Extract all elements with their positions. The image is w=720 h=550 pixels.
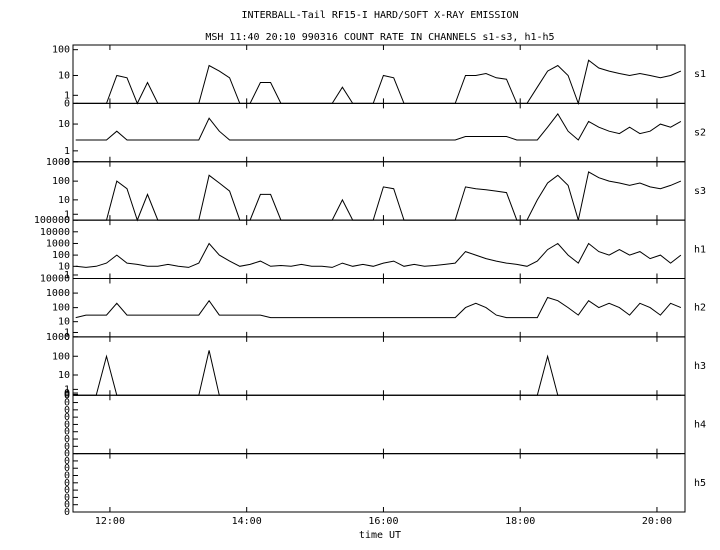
- y-tick-label: 0: [64, 463, 70, 474]
- y-tick-label: 1: [64, 384, 70, 395]
- y-tick-label: 0: [64, 419, 70, 430]
- y-tick-label: 0: [64, 398, 70, 409]
- x-tick-label: 16:00: [368, 516, 398, 527]
- y-tick-label: 0: [64, 456, 70, 467]
- y-tick-label: 0: [64, 332, 70, 343]
- y-tick-label: 100000: [34, 215, 70, 226]
- y-tick-label: 10: [58, 119, 70, 130]
- y-tick-label: 100: [52, 176, 70, 187]
- y-tick-label: 10: [58, 261, 70, 272]
- y-tick-label: 100: [52, 250, 70, 261]
- y-tick-label: 0: [64, 449, 70, 460]
- y-tick-label: 1000: [46, 238, 70, 249]
- y-tick-label: 10000: [40, 227, 70, 238]
- panel-label: h5: [694, 478, 706, 489]
- x-tick-label: 12:00: [95, 516, 125, 527]
- y-tick-label: 0: [64, 471, 70, 482]
- x-tick-label: 20:00: [642, 516, 672, 527]
- y-tick-label: 0: [64, 157, 70, 168]
- y-tick-label: 100: [52, 45, 70, 56]
- panel-label: s1: [694, 69, 706, 80]
- chart-title: INTERBALL-Tail RF15-I HARD/SOFT X-RAY EM…: [242, 10, 519, 21]
- x-axis-label: time UT: [359, 530, 401, 541]
- y-tick-label: 10: [58, 370, 70, 381]
- y-tick-label: 1: [64, 209, 70, 220]
- series-line: [75, 242, 682, 268]
- panel-label: h3: [694, 361, 706, 372]
- y-tick-label: 1000: [46, 332, 70, 343]
- y-tick-label: 10000: [40, 274, 70, 285]
- panel-label: s2: [694, 128, 706, 139]
- y-tick-label: 1000: [46, 157, 70, 168]
- y-tick-label: 100: [52, 351, 70, 362]
- y-tick-label: 0: [64, 507, 70, 518]
- x-tick-label: 14:00: [232, 516, 262, 527]
- panel-label: h2: [694, 303, 706, 314]
- y-tick-label: 1000: [46, 288, 70, 299]
- y-tick-label: 0: [64, 390, 70, 401]
- series-line: [75, 296, 682, 319]
- y-tick-label: 100: [52, 303, 70, 314]
- y-tick-label: 0: [64, 427, 70, 438]
- series-line: [75, 113, 682, 141]
- y-tick-label: 0: [64, 434, 70, 445]
- y-tick-label: 0: [64, 215, 70, 226]
- panel-label: h4: [694, 419, 706, 430]
- y-tick-label: 10: [58, 317, 70, 328]
- panel-label: s3: [694, 186, 706, 197]
- y-tick-label: 10: [58, 195, 70, 206]
- y-tick-label: 0: [64, 405, 70, 416]
- y-tick-label: 0: [64, 478, 70, 489]
- x-tick-label: 18:00: [505, 516, 535, 527]
- y-tick-label: 0: [64, 485, 70, 496]
- y-tick-label: 0: [64, 388, 70, 399]
- y-tick-label: 0: [64, 98, 70, 109]
- chart-subtitle: MSH 11:40 20:10 990316 COUNT RATE IN CHA…: [205, 32, 554, 43]
- y-tick-label: 1: [64, 270, 70, 281]
- y-tick-label: 0: [64, 389, 70, 400]
- y-tick-label: 1: [64, 90, 70, 101]
- y-tick-label: 0: [64, 492, 70, 503]
- panel-label: h1: [694, 244, 706, 255]
- y-tick-label: 10: [58, 70, 70, 81]
- y-tick-label: 0: [64, 500, 70, 511]
- y-tick-label: 1: [64, 146, 70, 157]
- y-tick-label: 0: [64, 412, 70, 423]
- y-tick-label: 1: [64, 327, 70, 338]
- y-tick-label: 0: [64, 441, 70, 452]
